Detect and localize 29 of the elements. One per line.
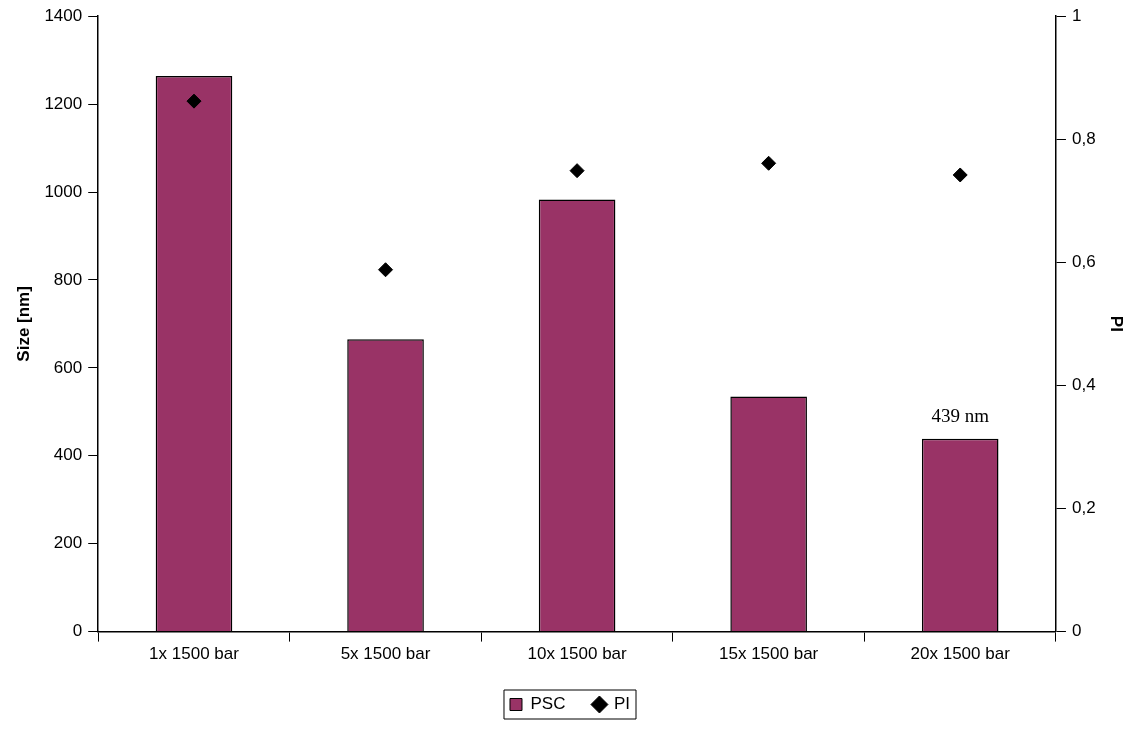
x-tick-label: 10x 1500 bar <box>527 644 628 664</box>
x-tick-label: 1x 1500 bar <box>149 644 240 664</box>
y-tick-label: 1000 <box>44 181 83 201</box>
annotation: 439 nm <box>931 405 990 427</box>
point <box>952 167 968 183</box>
point <box>186 93 202 109</box>
y-tick-label: 600 <box>53 357 83 377</box>
point <box>569 163 585 179</box>
x-tick-label: 15x 1500 bar <box>719 644 819 664</box>
y2-tick-label: 0 <box>1071 621 1082 641</box>
y2-tick-label: 0,4 <box>1071 375 1096 395</box>
y-tick-label: 1200 <box>44 93 83 113</box>
y-tick-label: 1400 <box>44 5 83 25</box>
y-tick-label: 800 <box>53 269 83 289</box>
y-tick-label: 0 <box>72 621 83 641</box>
y2-tick-label: 1 <box>1071 5 1082 25</box>
x-tick-label: 20x 1500 bar <box>910 644 1011 664</box>
point <box>761 155 777 171</box>
y2-tick-label: 0,2 <box>1071 498 1096 518</box>
point <box>378 262 394 278</box>
y2-tick-label: 0,8 <box>1071 128 1096 148</box>
x-tick-label: 5x 1500 bar <box>340 644 431 664</box>
y-axis-title: Size [nm] <box>13 286 33 362</box>
y2-axis-title: PI <box>1107 315 1127 332</box>
y-tick-label: 200 <box>53 533 83 553</box>
legend-label: PSC <box>530 694 566 714</box>
y-tick-label: 400 <box>53 445 83 465</box>
y2-tick-label: 0,6 <box>1071 252 1096 272</box>
legend-label: PI <box>613 694 631 714</box>
